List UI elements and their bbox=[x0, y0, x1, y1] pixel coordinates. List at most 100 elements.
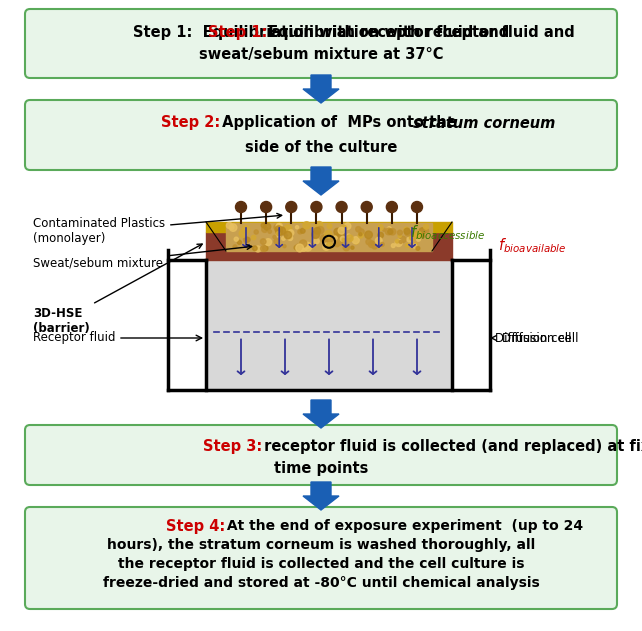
Circle shape bbox=[340, 236, 345, 241]
Circle shape bbox=[304, 244, 311, 251]
Circle shape bbox=[359, 233, 362, 236]
Circle shape bbox=[366, 239, 372, 245]
Circle shape bbox=[233, 245, 237, 249]
Polygon shape bbox=[303, 167, 339, 195]
Circle shape bbox=[358, 233, 363, 238]
Circle shape bbox=[263, 245, 268, 251]
Circle shape bbox=[276, 233, 281, 237]
Circle shape bbox=[265, 239, 272, 245]
Circle shape bbox=[412, 201, 422, 213]
Circle shape bbox=[369, 241, 375, 247]
Circle shape bbox=[326, 235, 333, 242]
Circle shape bbox=[376, 237, 382, 244]
Circle shape bbox=[317, 227, 324, 234]
Circle shape bbox=[419, 228, 426, 234]
Bar bbox=[206, 222, 452, 232]
Circle shape bbox=[386, 201, 397, 213]
Circle shape bbox=[392, 244, 395, 247]
Circle shape bbox=[238, 240, 241, 244]
Circle shape bbox=[414, 243, 417, 246]
Circle shape bbox=[325, 230, 332, 238]
Text: Step 4:: Step 4: bbox=[166, 519, 230, 533]
Circle shape bbox=[236, 201, 247, 213]
Circle shape bbox=[283, 245, 286, 248]
Circle shape bbox=[311, 201, 322, 213]
Circle shape bbox=[351, 246, 354, 249]
Text: side of the culture: side of the culture bbox=[245, 141, 397, 155]
Circle shape bbox=[262, 227, 268, 232]
Circle shape bbox=[416, 247, 420, 251]
Circle shape bbox=[383, 228, 386, 232]
Circle shape bbox=[234, 237, 238, 241]
Circle shape bbox=[397, 230, 403, 235]
FancyBboxPatch shape bbox=[25, 9, 617, 78]
Circle shape bbox=[346, 235, 353, 242]
Circle shape bbox=[370, 241, 374, 245]
Circle shape bbox=[255, 246, 261, 252]
Circle shape bbox=[395, 239, 402, 247]
Circle shape bbox=[315, 221, 323, 229]
Circle shape bbox=[252, 235, 256, 240]
Circle shape bbox=[295, 244, 302, 251]
Bar bbox=[206, 260, 452, 390]
Circle shape bbox=[294, 245, 299, 250]
Circle shape bbox=[254, 230, 258, 234]
Circle shape bbox=[356, 227, 361, 232]
Text: hours), the stratum corneum is washed thoroughly, all: hours), the stratum corneum is washed th… bbox=[107, 538, 535, 552]
Circle shape bbox=[387, 227, 391, 230]
Text: receptor fluid is collected (and replaced) at fixed: receptor fluid is collected (and replace… bbox=[259, 439, 642, 454]
Circle shape bbox=[377, 232, 383, 238]
Circle shape bbox=[227, 223, 232, 228]
Text: At the end of exposure experiment  (up to 24: At the end of exposure experiment (up to… bbox=[222, 519, 583, 533]
Circle shape bbox=[353, 239, 359, 244]
Circle shape bbox=[261, 239, 266, 244]
Circle shape bbox=[299, 240, 307, 247]
Circle shape bbox=[312, 231, 320, 239]
Text: $f_{bioavailable}$: $f_{bioavailable}$ bbox=[498, 237, 566, 256]
Text: Application of  MPs onto the: Application of MPs onto the bbox=[217, 115, 462, 131]
Text: Equilibriation with receptor fluid and: Equilibriation with receptor fluid and bbox=[263, 25, 575, 40]
Circle shape bbox=[288, 230, 294, 236]
Circle shape bbox=[341, 225, 347, 231]
Text: Diffusion cell: Diffusion cell bbox=[491, 331, 571, 345]
Circle shape bbox=[334, 235, 338, 239]
Circle shape bbox=[229, 225, 234, 230]
Circle shape bbox=[274, 225, 280, 230]
Circle shape bbox=[295, 226, 299, 229]
Circle shape bbox=[261, 223, 266, 228]
Text: stratum corneum: stratum corneum bbox=[413, 115, 555, 131]
FancyBboxPatch shape bbox=[25, 507, 617, 609]
Circle shape bbox=[426, 229, 429, 232]
Circle shape bbox=[300, 244, 307, 251]
Circle shape bbox=[261, 245, 266, 251]
Circle shape bbox=[345, 223, 351, 229]
Circle shape bbox=[335, 238, 343, 245]
Text: Step 2:: Step 2: bbox=[161, 115, 225, 131]
Text: Contaminated Plastics
(monolayer): Contaminated Plastics (monolayer) bbox=[33, 213, 282, 245]
Circle shape bbox=[243, 237, 249, 243]
Text: the receptor fluid is collected and the cell culture is: the receptor fluid is collected and the … bbox=[117, 557, 525, 571]
Circle shape bbox=[410, 234, 415, 240]
Circle shape bbox=[398, 234, 401, 237]
Circle shape bbox=[314, 239, 319, 244]
Circle shape bbox=[282, 237, 285, 240]
Circle shape bbox=[406, 244, 409, 247]
Circle shape bbox=[334, 228, 342, 235]
Circle shape bbox=[400, 236, 406, 242]
Circle shape bbox=[421, 234, 424, 238]
FancyBboxPatch shape bbox=[25, 100, 617, 170]
Circle shape bbox=[261, 201, 272, 213]
Circle shape bbox=[274, 239, 279, 244]
Text: 3D-HSE
(barrier): 3D-HSE (barrier) bbox=[33, 244, 202, 335]
Circle shape bbox=[273, 235, 276, 239]
Circle shape bbox=[407, 237, 412, 242]
Text: sweat/sebum mixture at 37°C: sweat/sebum mixture at 37°C bbox=[199, 47, 443, 62]
Circle shape bbox=[380, 242, 384, 246]
Circle shape bbox=[361, 201, 372, 213]
Circle shape bbox=[245, 237, 250, 242]
Circle shape bbox=[327, 224, 332, 228]
Circle shape bbox=[275, 226, 282, 233]
Circle shape bbox=[300, 228, 305, 233]
Circle shape bbox=[277, 223, 282, 228]
Circle shape bbox=[277, 227, 286, 235]
